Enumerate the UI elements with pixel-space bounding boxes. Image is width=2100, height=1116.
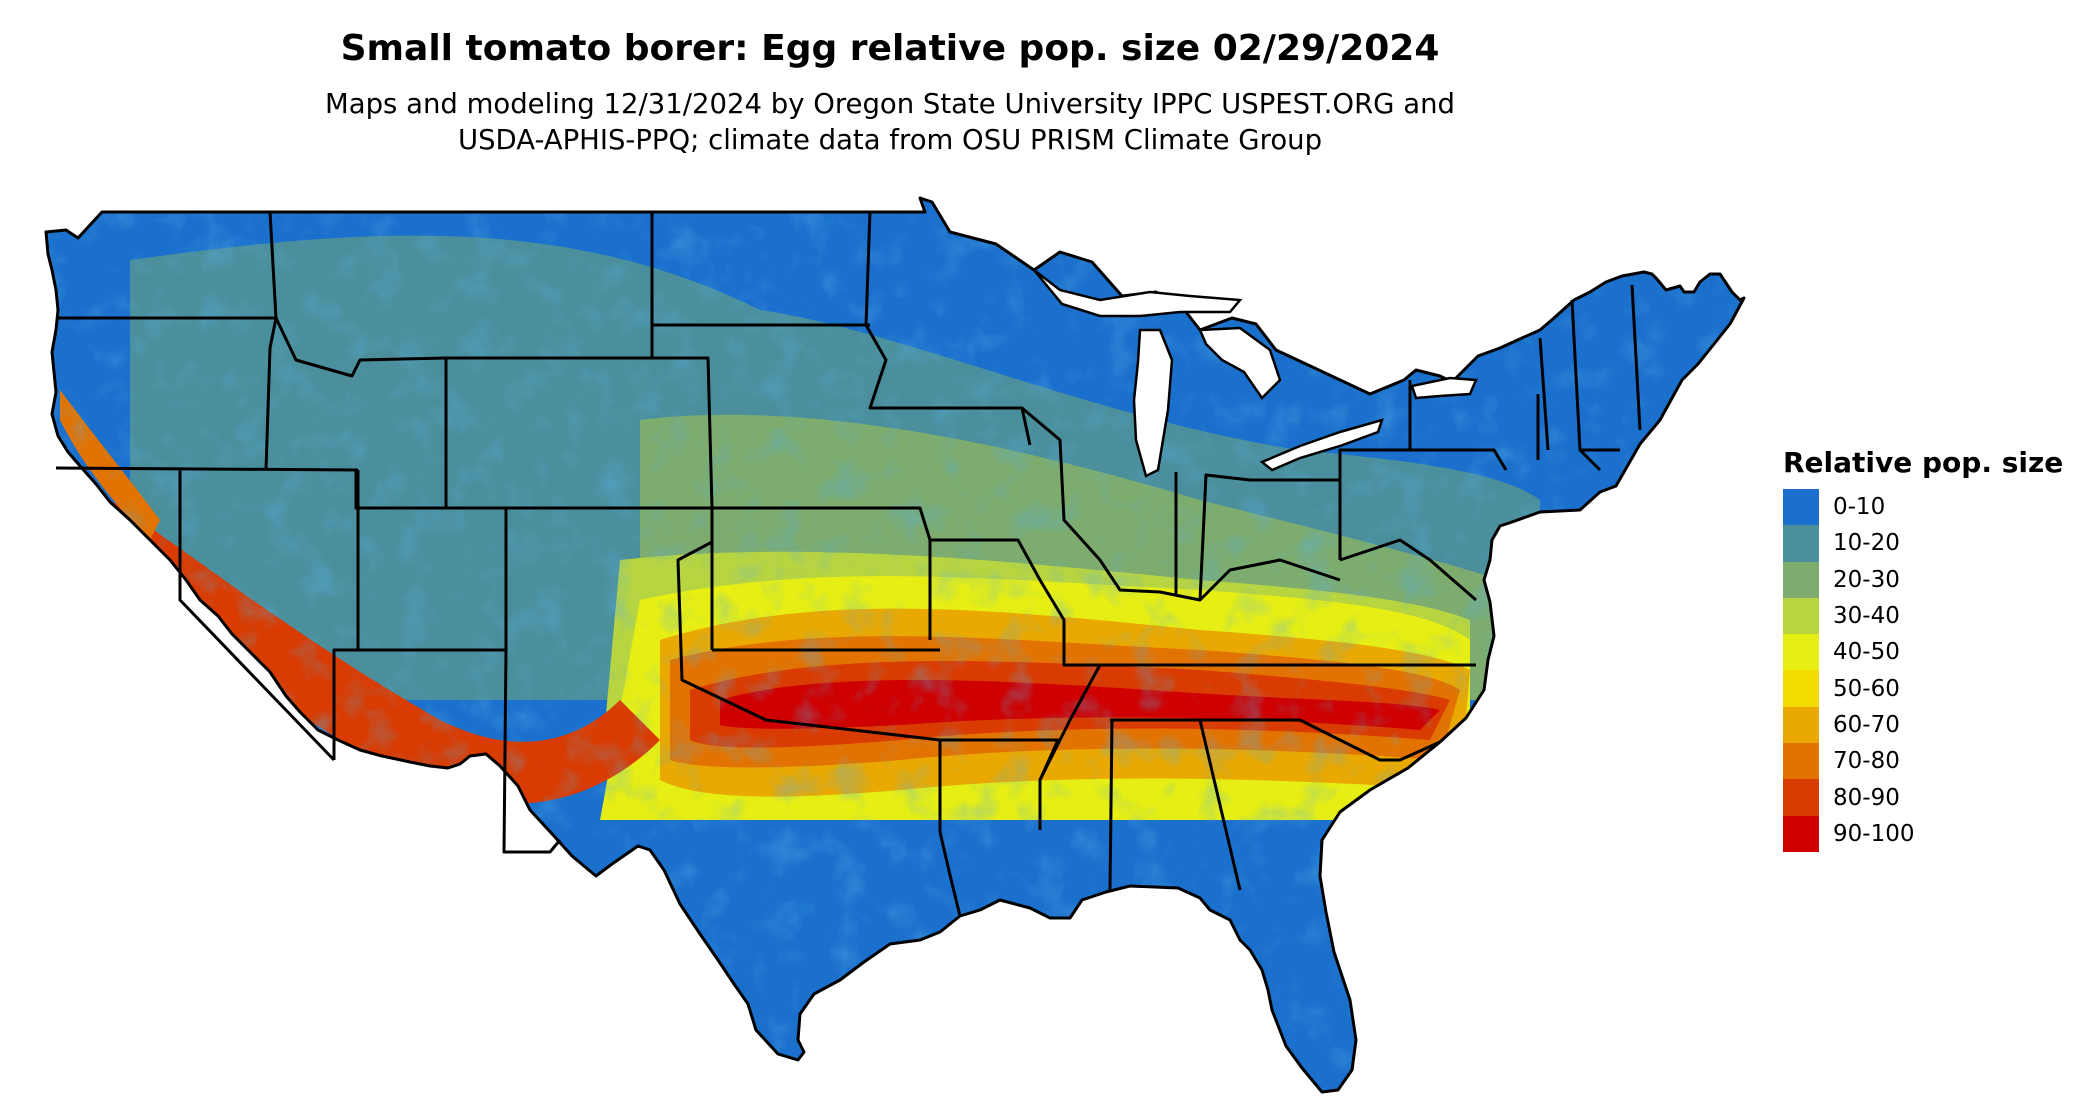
country-outline [44,196,1746,1094]
state-boundaries [44,196,1746,1094]
legend-label: 10-20 [1833,530,1900,557]
legend: Relative pop. size 0-10 10-20 20-30 30-40 40… [1783,446,2093,852]
legend-item: 90-100 [1783,815,2093,852]
legend-rows: 0-10 10-20 20-30 30-40 40-50 50-60 60-70 70-80 8… [1783,489,2093,852]
legend-item: 70-80 [1783,743,2093,780]
lake-superior [1033,269,1243,318]
legend-swatch [1783,815,1819,852]
legend-swatch [1783,525,1819,562]
map-title: Small tomato borer: Egg relative pop. si… [340,28,1440,69]
legend-swatch [1783,489,1819,526]
legend-label: 60-70 [1833,711,1900,738]
legend-item: 50-60 [1783,670,2093,707]
legend-item: 10-20 [1783,525,2093,562]
legend-item: 0-10 [1783,489,2093,526]
subtitle-line-2: USDA-APHIS-PPQ; climate data from OSU PR… [457,124,1323,156]
legend-swatch [1783,706,1819,744]
legend-swatch [1783,597,1819,635]
lake-erie [1259,418,1384,472]
legend-label: 70-80 [1833,748,1900,775]
legend-label: 0-10 [1833,494,1886,521]
legend-item: 80-90 [1783,779,2093,816]
legend-item: 40-50 [1783,634,2093,671]
state-lines-east [1021,284,1642,891]
great-lakes [1033,269,1478,478]
legend-swatch [1783,634,1819,671]
legend-item: 60-70 [1783,706,2093,744]
legend-item: 30-40 [1783,597,2093,635]
legend-label: 80-90 [1833,784,1900,811]
lake-michigan [1132,328,1174,478]
legend-label: 90-100 [1833,820,1915,847]
legend-label: 50-60 [1833,675,1900,702]
subtitle-line-1: Maps and modeling 12/31/2024 by Oregon S… [325,88,1455,120]
legend-item: 20-30 [1783,561,2093,598]
legend-label: 20-30 [1833,566,1900,593]
legend-label: 40-50 [1833,639,1900,666]
legend-label: 30-40 [1833,603,1900,630]
map-subtitle: Maps and modeling 12/31/2024 by Oregon S… [0,86,1780,158]
legend-swatch [1783,743,1819,780]
legend-swatch [1783,670,1819,707]
legend-swatch [1783,779,1819,816]
lake-huron [1198,326,1282,400]
lake-ontario [1410,376,1478,400]
legend-swatch [1783,561,1819,598]
legend-title: Relative pop. size [1783,446,2064,479]
